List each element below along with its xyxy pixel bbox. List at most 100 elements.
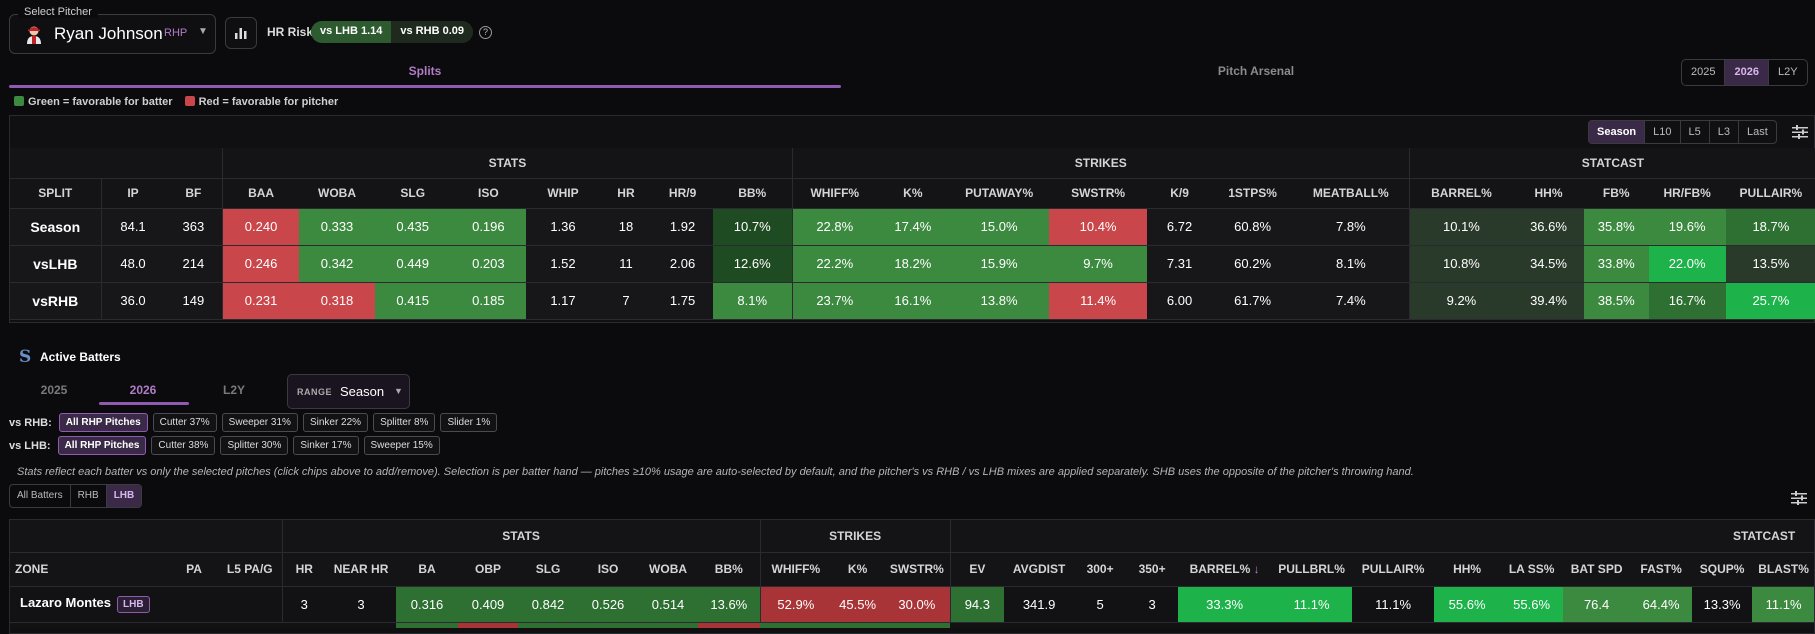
col-hr[interactable]: HR [599, 178, 653, 209]
chip-rhb-splitter[interactable]: Splitter 8% [373, 413, 436, 432]
col-bb[interactable]: BB% [698, 552, 761, 587]
pitcher-select[interactable]: Select Pitcher Ryan Johnson RHP ▼ [9, 6, 216, 54]
filter-rhb[interactable]: RHB [71, 485, 107, 507]
cell: 1.36 [526, 208, 600, 246]
chevron-down-icon[interactable]: ▼ [198, 26, 208, 37]
col-hh[interactable]: HH% [1513, 178, 1584, 209]
col-350[interactable]: 350+ [1126, 552, 1179, 587]
col-pullair[interactable]: PULLAIR% [1352, 552, 1435, 587]
year-2025[interactable]: 2025 [1682, 60, 1726, 85]
table-row: vsRHB 36.0 149 0.231 0.318 0.415 0.185 1… [10, 282, 1815, 320]
chart-button[interactable] [225, 17, 257, 49]
col-ev[interactable]: EV [949, 552, 1005, 587]
tab-pitch-arsenal[interactable]: Pitch Arsenal [1217, 64, 1295, 78]
filter-all-batters[interactable]: All Batters [10, 485, 71, 507]
col-hr9[interactable]: HR/9 [652, 178, 713, 209]
chip-lhb-splitter[interactable]: Splitter 30% [220, 436, 289, 455]
cell: 0.333 [298, 208, 376, 246]
cell: 214 [164, 245, 223, 283]
col-hr[interactable]: HR [281, 552, 327, 587]
chip-rhb-all[interactable]: All RHP Pitches [58, 413, 148, 432]
cell: 48.0 [100, 245, 165, 283]
cell [950, 622, 1814, 628]
col-iso[interactable]: ISO [578, 552, 639, 587]
cell: 22.0% [1648, 245, 1726, 283]
col-pullair[interactable]: PULLAIR% [1725, 178, 1815, 209]
col-avgdist[interactable]: AVGDIST [1004, 552, 1075, 587]
cell: 38.5% [1583, 282, 1649, 320]
range-season[interactable]: Season [1589, 121, 1646, 143]
col-whiff[interactable]: WHIFF% [791, 178, 877, 209]
range-last[interactable]: Last [1747, 126, 1768, 138]
chip-rhb-slider[interactable]: Slider 1% [440, 413, 498, 432]
col-bf[interactable]: BF [164, 178, 223, 209]
chip-rhb-sweeper[interactable]: Sweeper 31% [221, 413, 298, 432]
col-la-ss[interactable]: LA SS% [1500, 552, 1564, 587]
filter-lhb[interactable]: LHB [106, 485, 142, 507]
range-l5[interactable]: L5 [1681, 121, 1710, 143]
col-pullbrl[interactable]: PULLBRL% [1271, 552, 1353, 587]
col-woba[interactable]: WOBA [638, 552, 699, 587]
legend-green-label: Green = favorable for batter [28, 96, 173, 108]
col-squp[interactable]: SQUP% [1692, 552, 1753, 587]
col-near-hr[interactable]: NEAR HR [326, 552, 397, 587]
col-slg[interactable]: SLG [375, 178, 451, 209]
col-blast[interactable]: BLAST% [1752, 552, 1814, 587]
batter-column-settings-icon[interactable] [1791, 491, 1807, 505]
ab-year-2025[interactable]: 2025 [40, 383, 68, 397]
year-2026[interactable]: 2026 [1725, 60, 1769, 85]
col-bb[interactable]: BB% [712, 178, 793, 209]
col-pa[interactable]: PA [170, 552, 218, 587]
chip-rhb-cutter[interactable]: Cutter 37% [152, 413, 217, 432]
col-bat-spd[interactable]: BAT SPD [1563, 552, 1631, 587]
help-icon[interactable]: ? [479, 26, 492, 39]
range-l10[interactable]: L10 [1645, 121, 1681, 143]
cell: 10.1% [1408, 208, 1514, 246]
col-k[interactable]: K% [876, 178, 949, 209]
col-slg[interactable]: SLG [518, 552, 579, 587]
cell: 0.842 [518, 586, 579, 623]
col-ip[interactable]: IP [100, 178, 165, 209]
col-ba[interactable]: BA [396, 552, 459, 587]
chip-lhb-sinker[interactable]: Sinker 17% [293, 436, 359, 455]
col-300[interactable]: 300+ [1074, 552, 1127, 587]
col-woba[interactable]: WOBA [298, 178, 376, 209]
col-swstr[interactable]: SWSTR% [1049, 178, 1147, 209]
col-baa[interactable]: BAA [222, 178, 299, 209]
col-iso[interactable]: ISO [450, 178, 527, 209]
legend-red: Red = favorable for pitcher [184, 96, 339, 108]
legend-red-label: Red = favorable for pitcher [198, 96, 339, 108]
col-k[interactable]: K% [831, 552, 885, 587]
chip-rhb-sinker[interactable]: Sinker 22% [302, 413, 369, 432]
col-whiff[interactable]: WHIFF% [759, 552, 832, 587]
year-l2y[interactable]: L2Y [1777, 66, 1798, 78]
col-fb[interactable]: FB% [1583, 178, 1649, 209]
batter-name-cell[interactable]: Lazaro Montes LHB [10, 586, 218, 623]
tab-splits[interactable]: Splits [408, 64, 442, 78]
column-settings-icon[interactable] [1792, 125, 1808, 139]
col-fast[interactable]: FAST% [1630, 552, 1693, 587]
col-1stps[interactable]: 1STPS% [1212, 178, 1293, 209]
col-swstr[interactable]: SWSTR% [884, 552, 951, 587]
cell: 11.1% [1752, 586, 1814, 623]
chip-lhb-cutter[interactable]: Cutter 38% [151, 436, 216, 455]
col-barrel[interactable]: BARREL% [1408, 178, 1514, 209]
range-l3[interactable]: L3 [1710, 121, 1739, 143]
col-putaway[interactable]: PUTAWAY% [948, 178, 1050, 209]
col-obp[interactable]: OBP [458, 552, 519, 587]
ab-year-l2y[interactable]: L2Y [222, 383, 245, 397]
col-l5-pa-g[interactable]: L5 PA/G [218, 552, 283, 587]
range-select[interactable]: RANGE Season ▼ [287, 374, 410, 409]
col-split[interactable]: SPLIT [10, 178, 102, 209]
col-k9[interactable]: K/9 [1146, 178, 1213, 209]
col-hrfb[interactable]: HR/FB% [1648, 178, 1726, 209]
chip-lhb-sweeper[interactable]: Sweeper 15% [363, 436, 440, 455]
table-row[interactable]: Lazaro Montes LHB 3 3 0.316 0.409 0.842 0… [10, 586, 1814, 623]
col-meatball[interactable]: MEATBALL% [1292, 178, 1410, 209]
col-hh[interactable]: HH% [1434, 552, 1501, 587]
col-whip[interactable]: WHIP [526, 178, 600, 209]
col-zone[interactable]: ZONE [10, 552, 170, 587]
col-barrel[interactable]: BARREL% ↓ [1178, 552, 1272, 587]
chip-lhb-all[interactable]: All RHP Pitches [57, 436, 147, 455]
ab-year-2026[interactable]: 2026 [129, 383, 157, 397]
